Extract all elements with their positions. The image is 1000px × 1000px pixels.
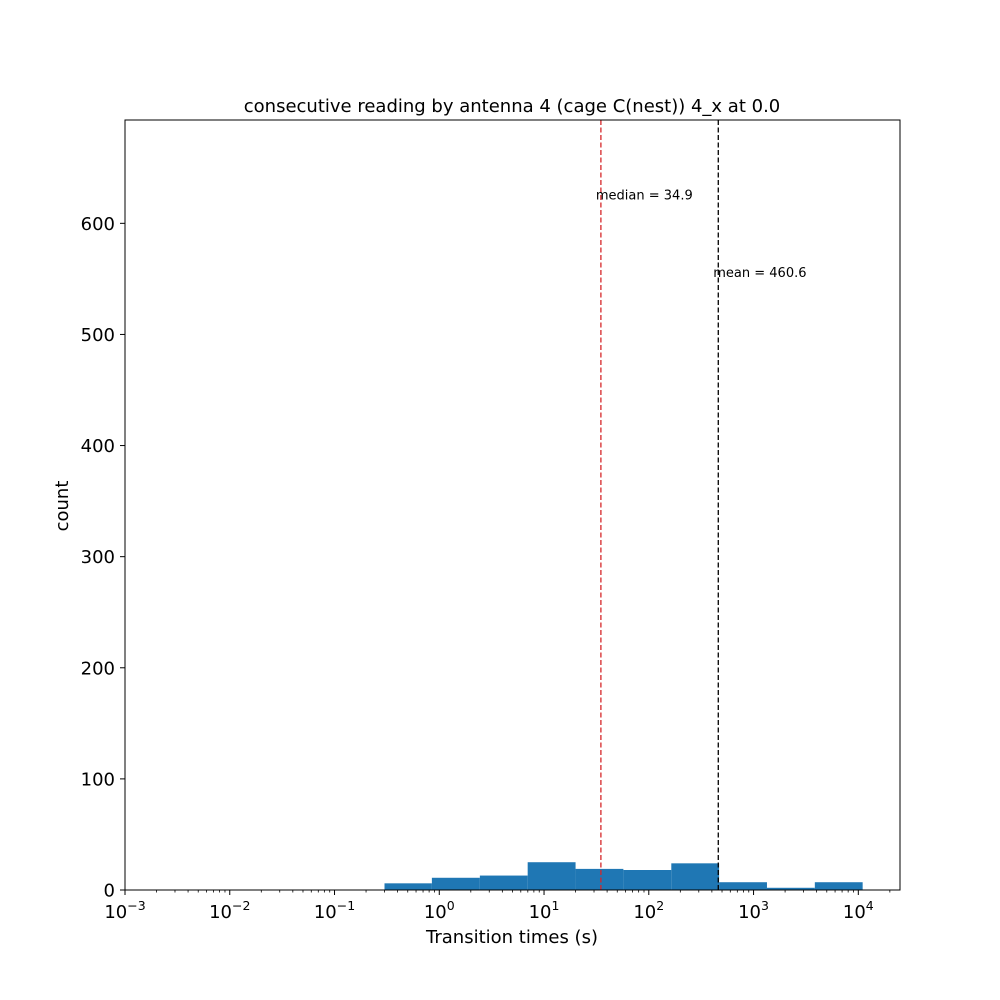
x-tick-label: 100 (424, 898, 455, 923)
x-axis-label: Transition times (s) (425, 927, 598, 948)
histogram-bar (527, 862, 576, 890)
plot-area: median = 34.9 mean = 460.6 10−3 10−2 10−1 100… (81, 119, 901, 923)
histogram-bar (384, 883, 432, 890)
x-tick-label: 10−2 (209, 898, 250, 923)
mean-annotation: mean = 460.6 (713, 266, 806, 281)
histogram-bar (431, 877, 480, 890)
x-tick-label: 101 (529, 898, 560, 923)
x-tick-label: 10−1 (314, 898, 355, 923)
axes-frame (124, 119, 901, 891)
histogram-bar (479, 875, 528, 890)
y-tick-label: 500 (81, 325, 115, 346)
y-tick-label: 200 (81, 658, 115, 679)
x-tick-label: 103 (738, 898, 769, 923)
x-tick-label: 104 (843, 898, 874, 923)
histogram-bar (766, 887, 815, 890)
median-annotation: median = 34.9 (596, 188, 693, 203)
y-axis-label: count (52, 481, 73, 532)
histogram-bar (671, 863, 720, 890)
x-tick-label: 102 (633, 898, 664, 923)
histogram-bar (814, 882, 863, 890)
y-tick-label: 600 (81, 214, 115, 235)
histogram-bar (719, 882, 767, 890)
histogram-bar (623, 870, 672, 890)
y-tick-label: 400 (81, 436, 115, 457)
y-tick-label: 0 (104, 881, 115, 902)
x-tick-label: 10−3 (104, 898, 145, 923)
y-tick-label: 300 (81, 547, 115, 568)
chart-title: consecutive reading by antenna 4 (cage C… (244, 96, 781, 117)
histogram-bar (575, 868, 624, 890)
y-tick-label: 100 (81, 769, 115, 790)
